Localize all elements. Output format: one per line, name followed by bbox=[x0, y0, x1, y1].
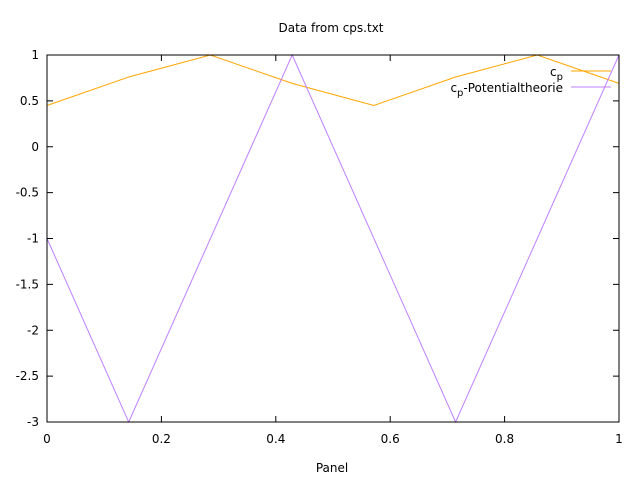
legend-label-1: cp bbox=[550, 65, 563, 83]
plot-frame bbox=[46, 54, 620, 423]
legend-label-2: cp-Potentialtheorie bbox=[450, 81, 563, 99]
x-tick-label: 0.4 bbox=[266, 432, 285, 446]
y-tick-label: -3 bbox=[27, 415, 39, 429]
axis-ticks: -3 -2.5 -2 -1.5 -1 -0.5 0 0.5 1 0 0.2 0.4 0.6 0.8 1 bbox=[16, 48, 623, 446]
y-tick-label: 1 bbox=[31, 48, 39, 62]
x-tick-label: 1 bbox=[615, 432, 623, 446]
y-tick-label: -2 bbox=[27, 323, 39, 337]
x-tick-label: 0.8 bbox=[495, 432, 514, 446]
y-tick-label: -2.5 bbox=[16, 369, 39, 383]
x-tick-label: 0.2 bbox=[152, 432, 171, 446]
x-tick-label: 0 bbox=[43, 432, 51, 446]
y-tick-label: 0 bbox=[31, 140, 39, 154]
chart-title: Data from cps.txt bbox=[279, 21, 384, 35]
x-axis-label: Panel bbox=[316, 461, 348, 475]
series-line-1 bbox=[46, 54, 620, 107]
series-line-2 bbox=[46, 53, 620, 424]
y-tick-label: -1.5 bbox=[16, 277, 39, 291]
y-tick-label: -1 bbox=[27, 232, 39, 246]
y-tick-label: -0.5 bbox=[16, 186, 39, 200]
x-tick-label: 0.6 bbox=[381, 432, 400, 446]
y-tick-label: 0.5 bbox=[20, 94, 39, 108]
series-layer bbox=[46, 53, 620, 424]
